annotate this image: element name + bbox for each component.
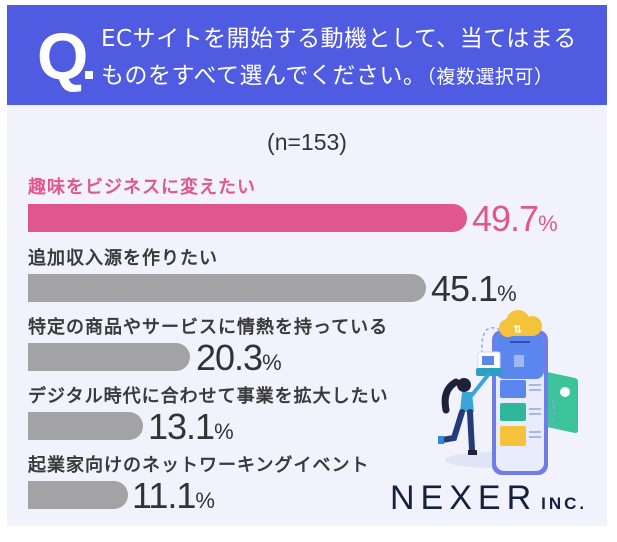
q-dot (85, 71, 93, 79)
value-unit: % (262, 350, 282, 375)
item-label: 趣味をビジネスに変えたい (28, 177, 256, 198)
q-mark: Q (37, 19, 88, 93)
sample-size: (n=153) (267, 129, 347, 155)
question-line-1: ECサイトを開始する動機として、当てはまる (101, 26, 577, 52)
value-number: 49.7 (472, 198, 539, 239)
logo-suffix: INC. (541, 494, 588, 513)
question-header: Q ECサイトを開始する動機として、当てはまる ものをすべて選んでください。（複… (7, 5, 607, 105)
value-unit: % (214, 419, 234, 444)
ecommerce-illustration-icon: ⇅ (438, 310, 578, 475)
logo-main: NEXER (390, 479, 538, 517)
value-item-1: 49.7% (472, 201, 558, 242)
bar-item-4 (28, 412, 143, 440)
bar-item-3 (28, 343, 190, 371)
question-note: （複数選択可） (426, 66, 554, 88)
value-number: 13.1 (148, 406, 215, 447)
nexer-logo: NEXER INC. (390, 479, 587, 518)
bar-item-1 (28, 204, 467, 232)
item-label: 特定の商品やサービスに情熱を持っている (28, 317, 389, 338)
value-item-5: 11.1% (132, 478, 215, 519)
value-unit: % (538, 211, 558, 236)
question-text: ものをすべて選んでください。 (101, 63, 427, 89)
item-label: デジタル時代に合わせて事業を拡大したい (28, 386, 389, 407)
svg-text:⇅: ⇅ (513, 323, 522, 336)
value-item-4: 13.1% (148, 409, 234, 450)
value-item-3: 20.3% (196, 340, 282, 381)
bar-item-5 (28, 481, 128, 509)
bar-item-2 (28, 274, 426, 302)
item-label: 起業家向けのネットワーキングイベント (28, 455, 370, 476)
value-unit: % (497, 281, 517, 306)
chart-card: Q ECサイトを開始する動機として、当てはまる ものをすべて選んでください。（複… (7, 5, 607, 526)
value-number: 20.3 (196, 337, 263, 378)
value-number: 11.1 (132, 475, 196, 516)
item-label: 追加収入源を作りたい (28, 248, 218, 269)
value-number: 45.1 (431, 268, 498, 309)
value-unit: % (195, 488, 215, 513)
question-line-2: ものをすべて選んでください。（複数選択可） (101, 62, 553, 91)
value-item-2: 45.1% (431, 271, 517, 312)
